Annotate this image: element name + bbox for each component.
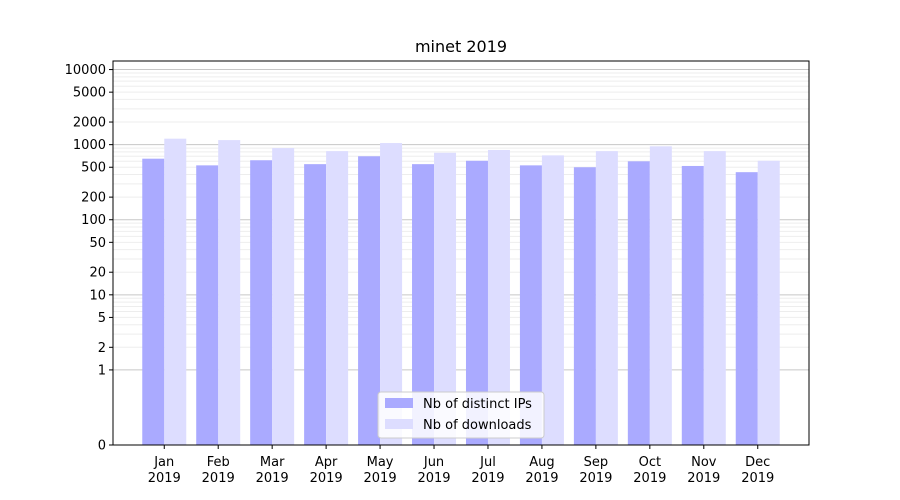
x-tick-label-month: Jun [423,455,444,470]
x-tick-label-year: 2019 [202,471,235,486]
y-tick-label: 5000 [73,86,106,101]
bar-downloads [164,138,187,445]
y-tick-label: 10 [89,288,106,303]
y-tick-label: 500 [81,161,106,176]
bar-downloads [757,160,780,445]
x-tick-label-year: 2019 [525,471,558,486]
bar-distinct-ips [681,165,704,446]
x-tick-label-month: Aug [529,455,554,470]
bar-downloads [703,151,726,445]
x-tick-label-month: Sep [584,455,609,470]
x-tick-label-year: 2019 [364,471,397,486]
bar-downloads [487,149,510,445]
y-tick-label: 2 [98,341,106,356]
y-tick-label: 200 [81,191,106,206]
x-tick-label-year: 2019 [687,471,720,486]
y-tick-label: 1000 [73,138,106,153]
y-tick-label: 100 [81,213,106,228]
legend-swatch-distinct-ips [385,398,413,408]
bar-distinct-ips [465,160,488,445]
x-tick-label-month: May [367,455,394,470]
x-tick-label-month: Jul [479,455,496,470]
x-tick-label-month: Jan [153,455,174,470]
bar-downloads [649,146,672,445]
legend-swatch-downloads [385,419,413,429]
x-tick-label-year: 2019 [633,471,666,486]
x-tick-label-year: 2019 [579,471,612,486]
bar-downloads [218,140,241,445]
y-tick-label: 0 [98,439,106,454]
bar-downloads [380,143,403,445]
bar-distinct-ips [735,172,758,445]
x-tick-label-month: Mar [260,455,285,470]
bar-downloads [434,152,457,445]
bar-distinct-ips [627,161,650,446]
y-tick-label: 5 [98,311,106,326]
bar-distinct-ips [250,160,273,445]
bar-distinct-ips [519,165,542,445]
plot-frame [112,60,810,446]
x-tick-label-year: 2019 [417,471,450,486]
y-tick-label: 50 [89,236,106,251]
bar-downloads [595,151,618,445]
bar-distinct-ips [412,164,435,445]
y-tick-label: 20 [89,266,106,281]
x-tick-label-year: 2019 [741,471,774,486]
chart-title: minet 2019 [415,37,507,56]
bar-distinct-ips [196,165,219,445]
bar-downloads [272,148,295,446]
x-tick-label-month: Apr [315,455,338,470]
bar-downloads [326,151,349,445]
legend-box [377,391,545,439]
x-tick-label-month: Nov [691,455,717,470]
legend-label-downloads: Nb of downloads [423,418,532,433]
legend-label-distinct-ips: Nb of distinct IPs [423,397,532,412]
y-tick-label: 1 [98,363,106,378]
x-tick-label-year: 2019 [471,471,504,486]
x-tick-label-month: Dec [745,455,770,470]
bar-distinct-ips [573,167,596,445]
x-tick-label-month: Feb [207,455,230,470]
x-tick-label-year: 2019 [310,471,343,486]
y-axis: 0 1 2 5 10 20 50 100 200 500 1000 2000 5000 10000 [65,63,113,454]
bar-distinct-ips [358,156,381,445]
bar-distinct-ips [142,158,165,445]
x-axis: Jan2019Feb2019Mar2019Apr2019May2019Jun20… [148,445,774,486]
bar-distinct-ips [304,164,327,445]
y-tick-label: 10000 [65,63,106,78]
x-tick-label-year: 2019 [148,471,181,486]
bars [142,138,780,446]
legend: Nb of distinct IPs Nb of downloads [377,391,545,439]
x-tick-label-month: Oct [639,455,661,470]
y-tick-label: 2000 [73,116,106,131]
bar-downloads [541,155,564,446]
x-tick-label-year: 2019 [256,471,289,486]
